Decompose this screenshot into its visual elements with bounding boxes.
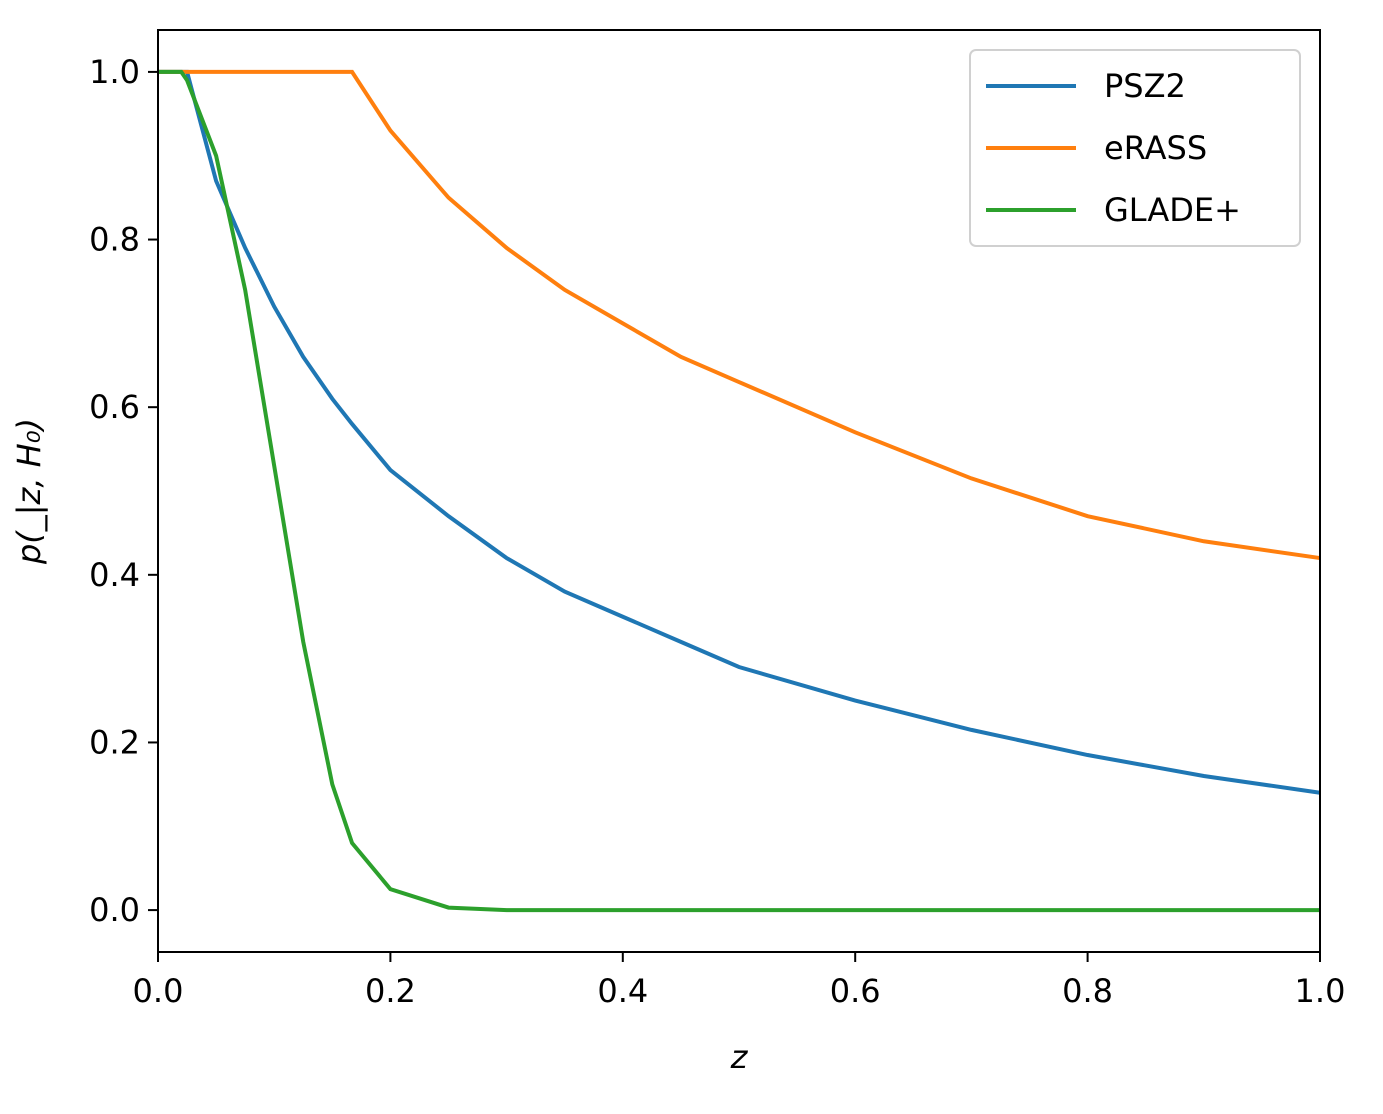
x-tick-label: 0.0: [133, 972, 184, 1010]
x-tick-label: 0.4: [597, 972, 648, 1010]
x-tick-label: 0.2: [365, 972, 416, 1010]
line: [158, 69, 1320, 913]
x-axis-label: z: [730, 1038, 749, 1076]
y-axis-label: p(_|z, H₀): [10, 418, 48, 565]
y-tick-label: 0.4: [89, 556, 140, 594]
y-tick-label: 0.0: [89, 891, 140, 929]
plot-frame: [157, 29, 1321, 953]
x-tick-label: 0.6: [830, 972, 881, 1010]
x-tick-label: 0.8: [1062, 972, 1113, 1010]
legend-label: GLADE+: [1104, 191, 1241, 229]
y-tick-label: 1.0: [89, 53, 140, 91]
x-tick-label: 1.0: [1295, 972, 1346, 1010]
legend-box: [969, 49, 1301, 247]
y-tick-label: 0.8: [89, 221, 140, 259]
legend-label: eRASS: [1104, 129, 1207, 167]
legend-label: PSZ2: [1104, 67, 1186, 105]
line: [158, 69, 1321, 561]
y-tick-label: 0.6: [89, 388, 140, 426]
y-tick-label: 0.2: [89, 723, 140, 761]
